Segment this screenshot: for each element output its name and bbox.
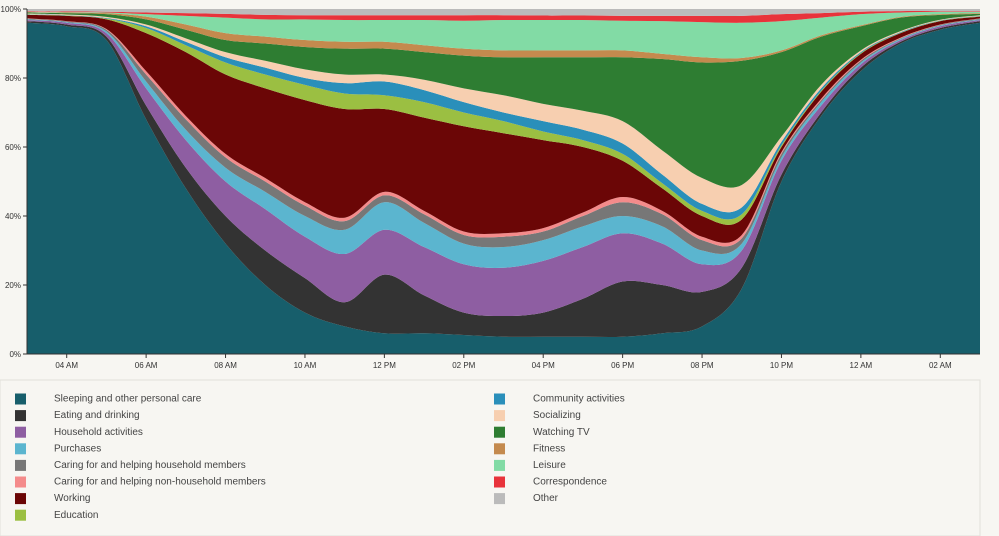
area	[27, 9, 980, 17]
area	[27, 11, 980, 59]
area	[27, 19, 980, 268]
area	[27, 14, 980, 220]
legend-label: Purchases	[54, 443, 101, 454]
area	[27, 22, 980, 355]
x-tick-label: 04 AM	[55, 361, 78, 370]
legend-swatch	[494, 443, 505, 455]
legend-swatch	[494, 459, 505, 471]
area	[27, 20, 980, 317]
x-tick-label: 10 PM	[770, 361, 793, 370]
legend-label: Community activities	[533, 394, 625, 405]
legend-swatch	[494, 426, 505, 438]
y-tick-label: 80%	[5, 74, 21, 83]
x-tick-label: 08 PM	[690, 361, 713, 370]
legend-box	[0, 379, 981, 536]
legend-label: Socializing	[533, 410, 581, 421]
area	[27, 21, 980, 338]
legend-swatch	[15, 476, 26, 488]
y-tick-label: 40%	[5, 212, 21, 221]
plot-area	[27, 9, 980, 355]
x-tick-label: 10 AM	[294, 361, 317, 370]
legend-label: Correspondence	[533, 477, 607, 488]
x-tick-label: 12 PM	[373, 361, 396, 370]
legend-swatch	[15, 410, 26, 422]
x-tick-label: 02 AM	[929, 361, 952, 370]
legend-swatch	[15, 393, 26, 405]
y-tick-label: 60%	[5, 143, 21, 152]
legend-swatch	[15, 426, 26, 438]
legend-label: Caring for and helping non-household mem…	[54, 477, 266, 488]
area	[27, 13, 980, 213]
legend-swatch	[494, 410, 505, 422]
legend-label: Fitness	[533, 443, 565, 454]
y-tick-label: 100%	[1, 5, 21, 14]
x-tick-label: 12 AM	[850, 361, 873, 370]
legend-swatch	[15, 493, 26, 505]
legend-label: Watching TV	[533, 427, 590, 438]
legend-label: Leisure	[533, 460, 566, 471]
x-tick-label: 08 AM	[214, 361, 237, 370]
y-tick-label: 0%	[9, 350, 21, 359]
legend-label: Eating and drinking	[54, 410, 140, 421]
legend-label: Working	[54, 493, 91, 504]
legend-swatch	[15, 443, 26, 455]
legend-swatch	[15, 459, 26, 471]
legend-swatch	[15, 509, 26, 521]
legend-label: Sleeping and other personal care	[54, 394, 202, 405]
legend-label: Household activities	[54, 427, 143, 438]
x-tick-label: 04 PM	[532, 361, 555, 370]
y-tick-label: 20%	[5, 281, 21, 290]
legend-swatch	[494, 476, 505, 488]
legend-swatch	[494, 493, 505, 505]
x-tick-label: 06 AM	[135, 361, 158, 370]
area	[27, 11, 980, 23]
area	[27, 12, 980, 63]
legend-label: Education	[54, 510, 98, 521]
x-tick-label: 06 PM	[611, 361, 634, 370]
x-tick-label: 02 PM	[452, 361, 475, 370]
legend-label: Other	[533, 493, 559, 504]
legend-label: Caring for and helping household members	[54, 460, 246, 471]
legend-swatch	[494, 393, 505, 405]
area	[27, 14, 980, 243]
area	[27, 12, 980, 188]
